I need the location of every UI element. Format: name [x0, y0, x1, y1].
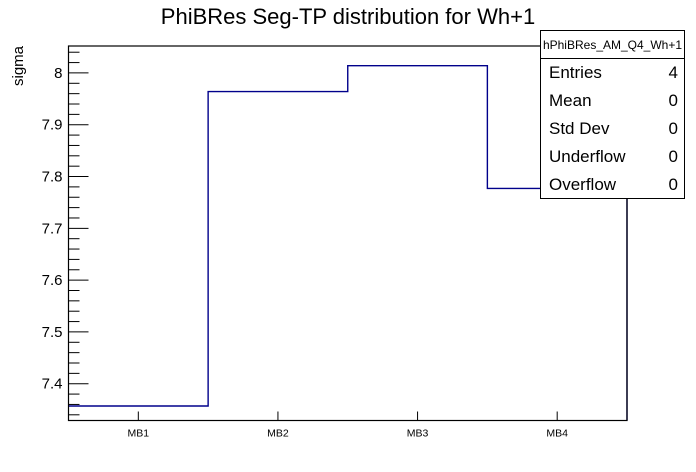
- stats-value: 0: [668, 147, 678, 166]
- y-tick-label: 7.6: [42, 272, 63, 289]
- x-tick-label: MB3: [407, 428, 429, 440]
- stats-row-underflow: Underflow 0: [541, 143, 684, 171]
- y-tick-label: 7.8: [42, 169, 63, 186]
- stats-row-mean: Mean 0: [541, 87, 684, 115]
- stats-value: 0: [668, 119, 678, 138]
- x-tick-label: MB4: [546, 428, 568, 440]
- stats-label: Mean: [549, 91, 592, 110]
- x-tick-label: MB1: [128, 428, 150, 440]
- stats-label: Underflow: [549, 147, 626, 166]
- y-tick-label: 8: [54, 65, 62, 82]
- stats-label: Overflow: [549, 175, 617, 194]
- y-tick-label: 7.4: [42, 376, 63, 393]
- stats-row-overflow: Overflow 0: [541, 171, 684, 199]
- stats-label: Std Dev: [549, 119, 610, 138]
- y-tick-label: 7.9: [42, 117, 63, 134]
- x-tick-label: MB2: [267, 428, 289, 440]
- stats-value: 0: [668, 175, 678, 194]
- stats-row-stddev: Std Dev 0: [541, 115, 684, 143]
- stats-box: hPhiBRes_AM_Q4_Wh+1 Entries 4 Mean 0 Std…: [540, 30, 685, 199]
- stats-label: Entries: [549, 63, 602, 82]
- y-tick-label: 7.7: [42, 220, 63, 237]
- y-tick-label: 7.5: [42, 324, 63, 341]
- stats-box-title: hPhiBRes_AM_Q4_Wh+1: [541, 31, 684, 59]
- plot-frame: [67, 45, 628, 422]
- plot-title: PhiBRes Seg-TP distribution for Wh+1: [160, 4, 536, 29]
- stats-value: 4: [668, 63, 678, 82]
- stats-value: 0: [668, 91, 678, 110]
- stats-row-entries: Entries 4: [541, 59, 684, 87]
